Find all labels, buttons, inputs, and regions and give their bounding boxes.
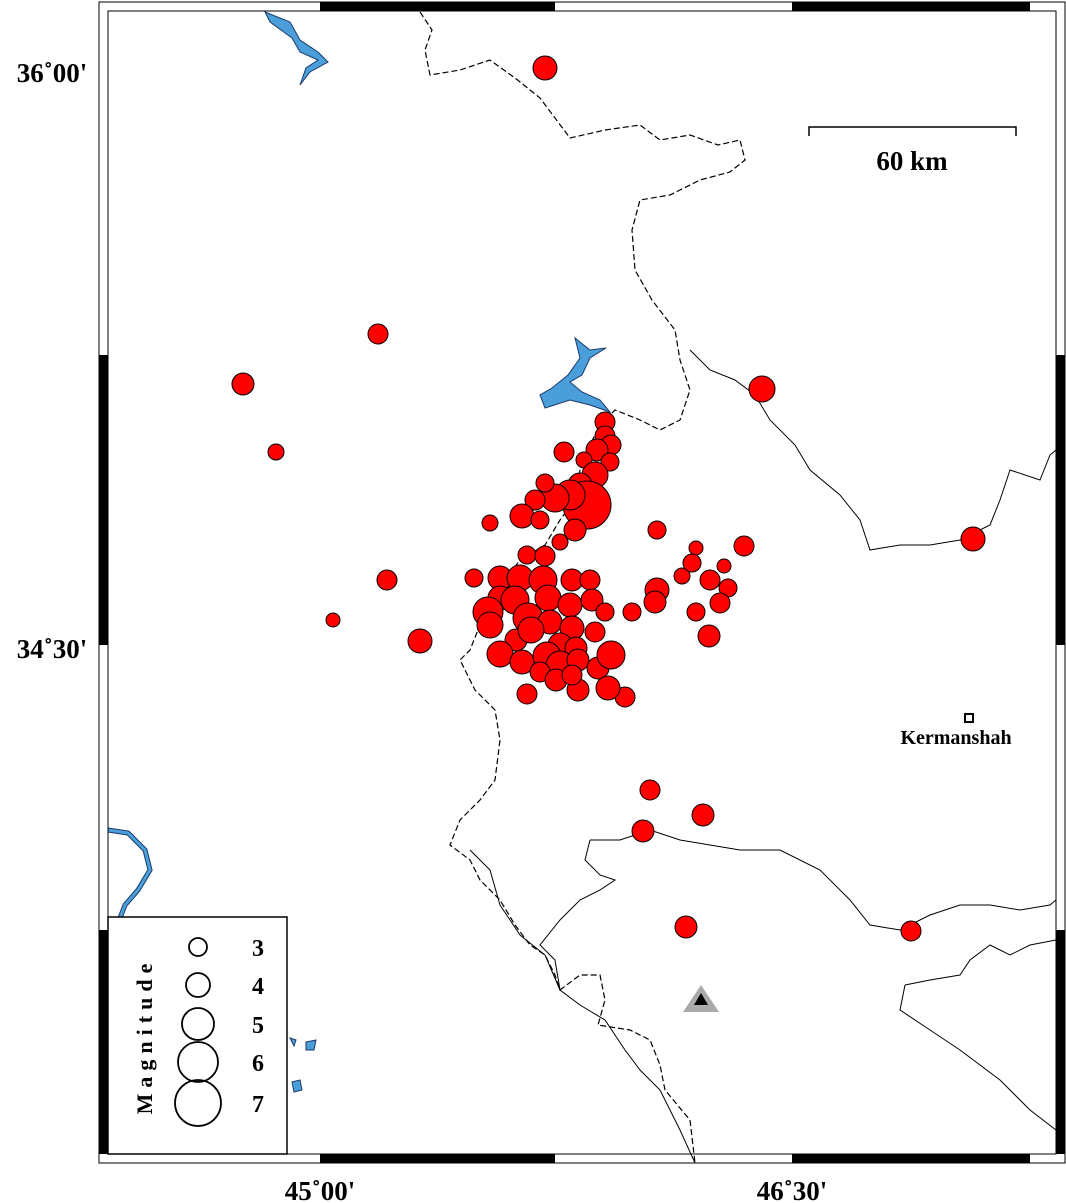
earthquake [697,624,721,648]
earthquake [900,920,922,942]
earthquake [509,503,535,529]
earthquake [553,441,575,463]
legend-symbol [181,1007,215,1041]
earthquake [699,569,721,591]
earthquake [532,55,558,81]
earthquake [595,602,615,622]
border [590,829,1057,931]
legend-symbol [185,972,211,998]
legend-label: 7 [252,1092,264,1118]
earthquake [535,473,555,493]
earthquake [595,675,621,701]
earthquake [481,514,499,532]
legend-symbol [174,1079,222,1127]
earthquake [643,590,667,614]
earthquake [267,443,285,461]
earthquake [584,621,606,643]
earthquake [325,612,341,628]
legend-label: 5 [252,1013,264,1039]
earthquake [960,526,986,552]
earthquake [476,611,504,639]
frame-band [792,1154,1030,1163]
earthquake [486,640,514,668]
lake [263,11,329,86]
earthquake [530,510,550,530]
earthquake [647,520,667,540]
earthquake [674,915,698,939]
earthquake [733,535,755,557]
city-label: Kermanshah [900,727,1011,749]
lat-label: 36˚00' [17,58,88,88]
legend-symbol [188,937,208,957]
lat-label: 34˚30' [17,634,88,664]
legend-label: 4 [252,974,264,1000]
earthquake [376,569,398,591]
legend-label: 6 [252,1051,264,1077]
earthquake [585,438,609,462]
earthquake [622,602,642,622]
frame [98,1,1066,1164]
earthquake [551,533,569,551]
earthquake [639,779,661,801]
border [469,849,696,1164]
map-features [107,11,1057,1164]
frame-band [99,930,108,1154]
earthquake [688,540,704,556]
earthquake [631,819,655,843]
earthquake [748,375,776,403]
earthquake [407,628,433,654]
earthquake [534,545,556,567]
scale-line [808,126,1017,136]
scale-label: 60 km [876,146,948,176]
legend-items: 3 4 5 6 7 [174,936,264,1127]
earthquake [516,683,538,705]
frame-band [320,2,555,11]
city-marker [964,713,974,723]
scale-bar: 60 km [808,126,1017,176]
earthquake [691,803,715,827]
earthquake [517,616,545,644]
lake [539,336,612,414]
earthquake [580,588,604,612]
lon-label: 46˚30' [757,1176,828,1203]
border [899,939,1057,1131]
volcano [683,985,719,1012]
earthquake [231,372,255,396]
earthquake [524,489,546,511]
earthquake [686,602,706,622]
triangle-inner [694,993,708,1005]
frame-band [1056,930,1065,1154]
earthquake [464,568,484,588]
legend-title: Magnitude [132,958,157,1115]
earthquake [579,569,601,591]
earthquake [557,592,583,618]
lake [289,1037,317,1093]
city: Kermanshah [900,713,1012,749]
frame-band [320,1154,555,1163]
legend-label: 3 [252,936,264,962]
frame-band [99,355,108,645]
earthquake [561,664,583,686]
earthquake [600,452,620,472]
earthquake [517,545,537,565]
earthquake [682,553,702,573]
lon-label: 45˚00' [285,1176,356,1203]
earthquake [709,592,731,614]
earthquake [596,640,626,670]
earthquake [367,323,389,345]
frame-band [792,2,1030,11]
legend-symbol [177,1041,219,1083]
earthquake [563,518,587,542]
legend: Magnitude 3 4 5 6 7 [107,916,288,1155]
earthquake [716,558,732,574]
earthquakes [231,55,986,942]
frame-band [1056,355,1065,645]
border [539,839,617,991]
river [107,828,152,919]
earthquake [673,567,691,585]
